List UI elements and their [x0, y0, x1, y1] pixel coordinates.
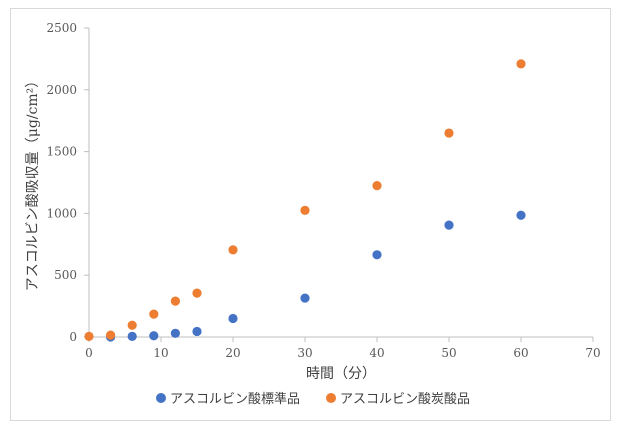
y-tick-label: 0 — [69, 330, 77, 344]
data-point-series-0 — [127, 331, 137, 341]
data-point-series-0 — [444, 220, 454, 230]
data-point-series-1 — [228, 245, 238, 255]
data-point-series-1 — [516, 59, 526, 69]
data-point-series-1 — [127, 320, 137, 330]
legend-marker-carbonate — [326, 393, 336, 403]
data-points — [84, 59, 526, 342]
data-point-series-1 — [300, 205, 310, 215]
data-point-series-0 — [516, 210, 526, 220]
x-tick-labels: 0 10 20 30 40 50 60 70 — [85, 346, 600, 360]
x-tick-label: 30 — [297, 346, 312, 360]
data-point-series-1 — [84, 331, 94, 341]
data-point-series-1 — [149, 309, 159, 319]
y-tick-label: 2000 — [46, 83, 77, 97]
data-point-series-0 — [228, 313, 238, 324]
y-tick-label: 2500 — [46, 21, 77, 35]
x-tick-label: 60 — [513, 346, 528, 360]
x-tick-label: 20 — [225, 346, 240, 360]
data-point-series-0 — [300, 293, 310, 303]
data-point-series-1 — [106, 330, 116, 340]
axes — [84, 27, 594, 342]
legend-marker-standard — [156, 393, 166, 403]
y-tick-label: 1000 — [46, 206, 77, 220]
data-point-series-0 — [372, 250, 382, 260]
x-tick-label: 40 — [369, 346, 384, 360]
x-tick-label: 50 — [441, 346, 456, 360]
data-point-series-1 — [170, 296, 180, 306]
y-axis-title: アスコルビン酸吸収量（μg/cm²） — [25, 74, 41, 292]
x-axis-title: 時間（分） — [306, 366, 376, 382]
x-tick-label: 10 — [153, 346, 168, 360]
data-point-series-0 — [192, 326, 202, 337]
chart-area: 0 500 1000 1500 2000 2500 0 10 20 30 40 50 60 70 時間（… — [10, 8, 611, 421]
y-tick-label: 1500 — [46, 145, 77, 159]
legend: アスコルビン酸標準品 アスコルビン酸炭酸品 — [156, 391, 470, 407]
y-tick-labels: 0 500 1000 1500 2000 2500 — [46, 21, 77, 344]
data-point-series-1 — [192, 288, 202, 298]
legend-label-standard: アスコルビン酸標準品 — [170, 391, 300, 407]
scatter-chart: 0 500 1000 1500 2000 2500 0 10 20 30 40 50 60 70 時間（… — [25, 21, 601, 407]
data-point-series-0 — [149, 331, 159, 341]
data-point-series-1 — [444, 128, 454, 138]
data-point-series-1 — [372, 180, 382, 191]
legend-label-carbonate: アスコルビン酸炭酸品 — [340, 392, 470, 407]
y-tick-label: 500 — [54, 268, 77, 282]
data-point-series-0 — [170, 328, 180, 338]
x-tick-label: 70 — [585, 346, 600, 360]
x-tick-label: 0 — [85, 346, 93, 360]
